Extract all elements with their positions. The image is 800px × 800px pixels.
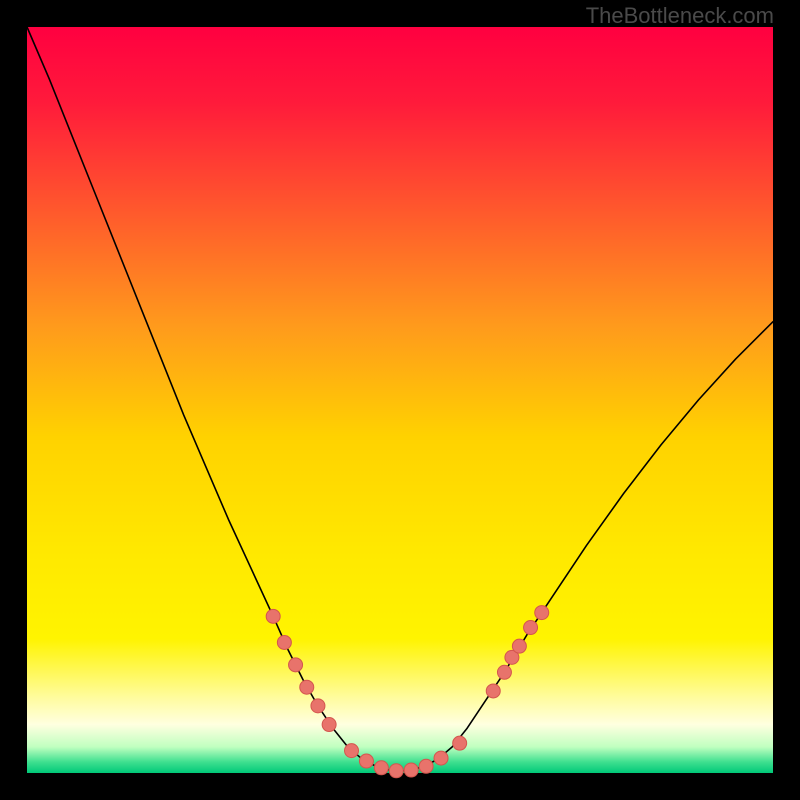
marker-dot bbox=[453, 736, 467, 750]
marker-dot bbox=[289, 658, 303, 672]
watermark-text: TheBottleneck.com bbox=[586, 3, 774, 29]
plot-background bbox=[27, 27, 773, 773]
marker-dot bbox=[419, 759, 433, 773]
chart-svg bbox=[0, 0, 800, 800]
marker-dot bbox=[374, 761, 388, 775]
marker-dot bbox=[535, 606, 549, 620]
marker-dot bbox=[404, 763, 418, 777]
marker-dot bbox=[389, 764, 403, 778]
marker-dot bbox=[359, 754, 373, 768]
marker-dot bbox=[497, 665, 511, 679]
marker-dot bbox=[524, 621, 538, 635]
marker-dot bbox=[486, 684, 500, 698]
marker-dot bbox=[266, 609, 280, 623]
marker-dot bbox=[311, 699, 325, 713]
marker-dot bbox=[322, 718, 336, 732]
marker-dot bbox=[300, 680, 314, 694]
marker-dot bbox=[512, 639, 526, 653]
marker-dot bbox=[277, 635, 291, 649]
marker-dot bbox=[345, 744, 359, 758]
marker-dot bbox=[434, 751, 448, 765]
